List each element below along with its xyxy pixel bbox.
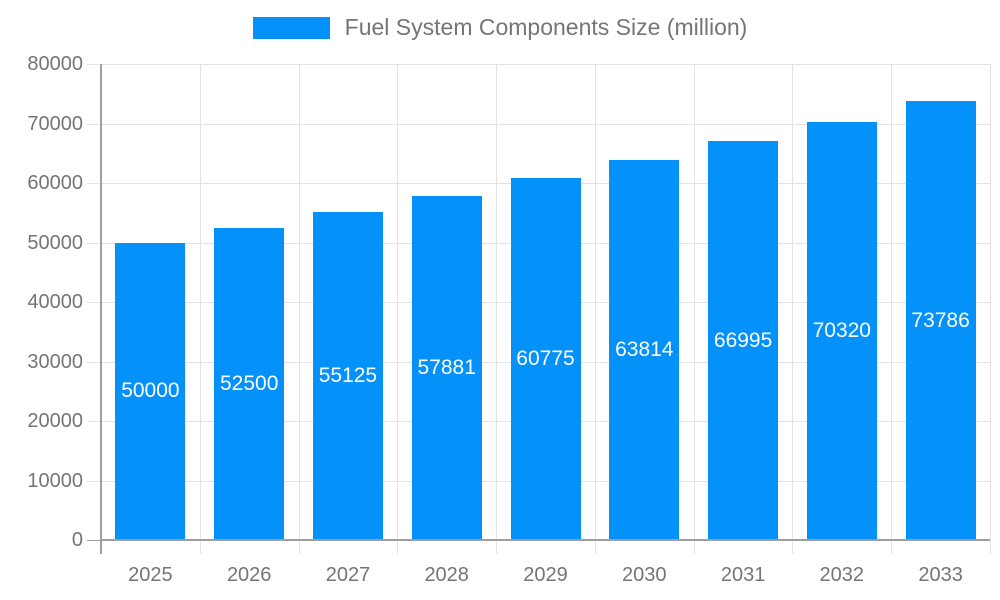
y-axis-line [100,64,102,554]
y-gridline [101,124,990,125]
y-axis-label: 10000 [27,470,83,492]
y-axis-tick [87,124,101,125]
x-axis-label: 2029 [523,564,568,586]
y-axis-tick [87,302,101,303]
x-axis-tick [397,540,398,554]
x-axis-tick [891,540,892,554]
y-axis-tick [87,540,101,541]
legend-item[interactable]: Fuel System Components Size (million) [252,14,748,41]
bar-value-label: 57881 [417,355,476,379]
x-axis-tick [496,540,497,554]
y-axis-tick [87,64,101,65]
y-axis-label: 50000 [27,232,83,254]
bar-value-label: 55125 [318,363,378,387]
x-axis-label: 2030 [622,564,667,586]
x-axis-tick [299,540,300,554]
y-axis-tick [87,421,101,422]
bar-2033[interactable]: 73786 [905,101,976,539]
bar-2029[interactable]: 60775 [510,178,581,539]
y-axis-tick [87,243,101,244]
y-axis-label: 40000 [27,291,83,313]
bar-2028[interactable]: 57881 [411,195,482,539]
x-axis-label: 2033 [918,564,963,586]
x-axis-tick [990,540,991,554]
bar-2030[interactable]: 63814 [609,160,680,539]
legend-label: Fuel System Components Size (million) [344,14,748,40]
bar-value-label: 63814 [615,338,674,362]
x-axis-label: 2026 [226,564,272,586]
x-gridline [200,64,201,540]
bar-value-label: 73786 [911,308,970,332]
x-axis-label: 2027 [325,564,371,586]
x-axis-tick [694,540,695,554]
bar-2031[interactable]: 66995 [708,141,779,539]
x-axis-tick [595,540,596,554]
chart-legend: Fuel System Components Size (million) [0,14,1000,41]
x-axis-label: 2032 [819,564,865,586]
x-gridline [299,64,300,540]
x-axis-line [100,539,990,541]
x-gridline [891,64,892,540]
y-axis-tick [87,481,101,482]
x-axis-label: 2028 [424,564,469,586]
x-axis-label: 2031 [720,564,766,586]
bar-value-label: 70320 [812,318,871,342]
x-axis-tick [200,540,201,554]
bar-2026[interactable]: 52500 [214,227,285,539]
bar-value-label: 50000 [121,379,180,403]
x-gridline [792,64,793,540]
y-axis-label: 60000 [27,172,83,194]
bar-2027[interactable]: 55125 [312,212,383,539]
y-axis-tick [87,362,101,363]
bar-value-label: 52500 [219,371,279,395]
y-gridline [101,64,990,65]
legend-swatch-icon [252,16,330,39]
y-axis-label: 70000 [27,113,83,135]
x-gridline [595,64,596,540]
bar-2032[interactable]: 70320 [806,121,877,539]
x-gridline [990,64,991,540]
x-axis-tick [792,540,793,554]
x-gridline [496,64,497,540]
y-axis-tick [87,183,101,184]
y-axis-label: 20000 [27,410,83,432]
x-gridline [397,64,398,540]
bar-value-label: 66995 [713,328,773,352]
x-axis-label: 2025 [128,564,173,586]
y-axis-label: 0 [71,529,83,551]
bar-value-label: 60775 [516,347,575,371]
y-axis-label: 80000 [27,53,83,75]
x-gridline [694,64,695,540]
bar-2025[interactable]: 50000 [115,242,186,539]
y-axis-label: 30000 [27,351,83,373]
